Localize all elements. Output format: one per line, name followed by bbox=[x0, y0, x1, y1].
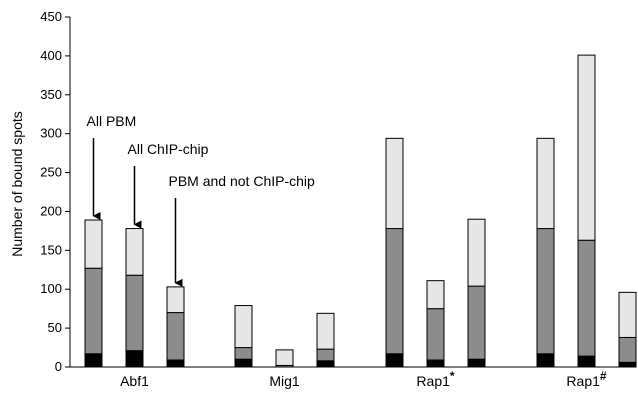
bar-segment bbox=[467, 285, 486, 360]
bar-segment bbox=[166, 312, 185, 361]
y-axis-label: Number of bound spots bbox=[9, 111, 25, 257]
y-tick-label: 400 bbox=[40, 48, 62, 63]
bar-segment bbox=[316, 312, 335, 350]
bar-segment bbox=[618, 336, 637, 363]
y-tick-label: 250 bbox=[40, 165, 62, 180]
y-tick-label: 350 bbox=[40, 87, 62, 102]
bar-segment bbox=[125, 228, 144, 276]
category-label: Rap1* bbox=[416, 369, 454, 389]
bar-segment bbox=[536, 353, 555, 368]
bar-segment bbox=[577, 54, 596, 241]
annotation-label: All PBM bbox=[87, 113, 137, 129]
bar-segment bbox=[618, 291, 637, 338]
bar-segment bbox=[536, 228, 555, 355]
bar-segment bbox=[467, 358, 486, 368]
category-label-text: Rap1 bbox=[566, 373, 600, 389]
annotation-label: All ChIP-chip bbox=[128, 141, 209, 157]
bar-segment bbox=[467, 218, 486, 287]
bar-segment bbox=[385, 137, 404, 230]
bar-segment bbox=[275, 349, 294, 366]
category-label-superscript: * bbox=[450, 369, 455, 383]
category-label: Rap1# bbox=[566, 369, 606, 389]
bar-segment bbox=[316, 348, 335, 362]
bar-segment bbox=[536, 137, 555, 230]
bar-segment bbox=[166, 286, 185, 314]
category-label-text: Rap1 bbox=[416, 373, 450, 389]
bar-segment bbox=[618, 361, 637, 368]
axes: 0 50 100 150 200 250 300 350 400 450 bbox=[40, 9, 625, 374]
bar-segment bbox=[577, 355, 596, 368]
category-label: Mig1 bbox=[269, 373, 300, 389]
bar-segment bbox=[577, 239, 596, 357]
bar-segment bbox=[426, 359, 445, 368]
bar-segment bbox=[234, 358, 253, 368]
category-label-text: Mig1 bbox=[269, 373, 300, 389]
bar-segment bbox=[385, 228, 404, 355]
category-labels: Abf1 Mig1 Rap1* Rap1# bbox=[120, 369, 607, 389]
bar-segment bbox=[426, 280, 445, 310]
bars bbox=[84, 54, 637, 368]
bar-segment bbox=[385, 353, 404, 368]
bar-segment bbox=[84, 219, 103, 269]
category-label: Abf1 bbox=[120, 373, 149, 389]
bar-segment bbox=[316, 360, 335, 368]
y-tick-label: 0 bbox=[55, 359, 62, 374]
bar-segment bbox=[234, 305, 253, 349]
y-tick-label: 300 bbox=[40, 126, 62, 141]
category-label-superscript: # bbox=[600, 369, 607, 383]
y-tick-label: 50 bbox=[48, 320, 62, 335]
y-tick-label: 100 bbox=[40, 281, 62, 296]
y-tick-label: 200 bbox=[40, 203, 62, 218]
annotation-label: PBM and not ChIP-chip bbox=[169, 173, 316, 189]
annotations: All PBM All ChIP-chip PBM and not ChIP-chi… bbox=[87, 113, 316, 287]
bar-segment bbox=[166, 359, 185, 368]
bar-segment bbox=[426, 308, 445, 361]
bar-segment bbox=[84, 353, 103, 368]
category-label-text: Abf1 bbox=[120, 373, 149, 389]
bar-segment bbox=[84, 267, 103, 355]
bar-segment bbox=[125, 350, 144, 368]
y-tick-label: 150 bbox=[40, 242, 62, 257]
bar-segment bbox=[234, 347, 253, 360]
bar-segment bbox=[125, 274, 144, 352]
y-tick-label: 450 bbox=[40, 9, 62, 24]
